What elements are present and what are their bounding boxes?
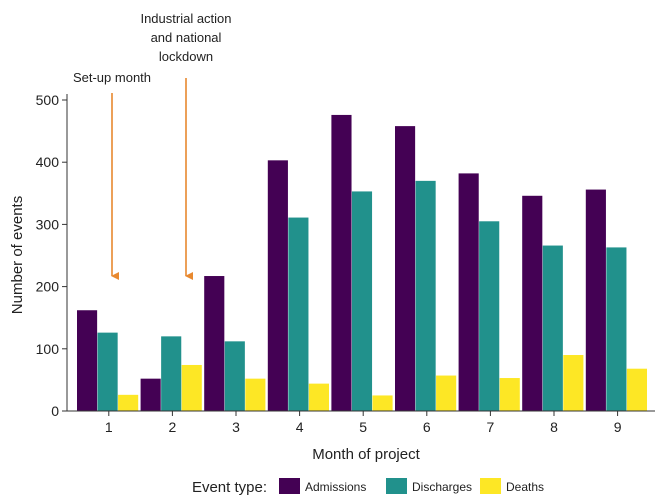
bar-deaths-month-7	[499, 378, 520, 411]
legend-swatch-deaths	[480, 478, 501, 494]
x-tick-label: 6	[423, 419, 431, 435]
x-axis-title: Month of project	[312, 446, 420, 463]
y-tick-label: 100	[36, 341, 60, 357]
bar-deaths-month-4	[308, 383, 329, 411]
legend-label-admissions: Admissions	[305, 480, 366, 494]
x-tick-label: 1	[105, 419, 113, 435]
bar-admissions-month-1	[77, 310, 98, 411]
y-tick-label: 0	[51, 403, 59, 419]
bar-deaths-month-3	[245, 378, 266, 411]
bar-admissions-month-2	[140, 378, 161, 411]
legend: Event type: Admissions Discharges Deaths	[192, 478, 544, 496]
x-tick-label: 8	[550, 419, 558, 435]
bar-discharges-month-4	[288, 217, 309, 411]
legend-label-deaths: Deaths	[506, 480, 544, 494]
y-tick-label: 500	[36, 92, 60, 108]
bar-admissions-month-6	[395, 126, 416, 412]
bar-discharges-month-3	[224, 341, 245, 411]
x-tick-label: 7	[487, 419, 495, 435]
x-tick-label: 5	[359, 419, 367, 435]
bar-admissions-month-9	[585, 189, 606, 411]
bar-deaths-month-6	[436, 375, 457, 411]
bars-layer	[77, 114, 647, 412]
y-tick-label: 400	[36, 154, 60, 170]
bar-admissions-month-5	[331, 114, 352, 412]
y-tick-label: 300	[36, 216, 60, 232]
bar-deaths-month-2	[181, 364, 202, 411]
y-axis-title: Number of events	[9, 196, 26, 314]
bar-deaths-month-5	[372, 395, 393, 411]
axes-layer: 0 100 200 300 400 500 1 2 3 4 5 6 7 8 9	[36, 92, 655, 435]
bar-deaths-month-1	[118, 394, 139, 411]
legend-title: Event type:	[192, 479, 267, 496]
bar-discharges-month-2	[161, 336, 182, 411]
bar-admissions-month-4	[267, 160, 288, 411]
bar-admissions-month-8	[522, 195, 543, 411]
bar-discharges-month-1	[97, 332, 118, 411]
annotations-layer: Set-up month Industrial action and nationa…	[73, 11, 232, 280]
bar-admissions-month-3	[204, 276, 225, 411]
legend-label-discharges: Discharges	[412, 480, 472, 494]
bar-discharges-month-9	[606, 247, 627, 411]
annotation-text: lockdown	[159, 49, 213, 64]
annotation-text: and national	[151, 30, 222, 45]
annotation-text: Industrial action	[140, 11, 231, 26]
x-tick-label: 3	[232, 419, 240, 435]
annotation-text: Set-up month	[73, 70, 151, 85]
x-tick-label: 4	[296, 419, 304, 435]
y-tick-label: 200	[36, 279, 60, 295]
bar-deaths-month-8	[563, 355, 584, 411]
bar-admissions-month-7	[458, 173, 479, 411]
bar-discharges-month-8	[542, 245, 563, 411]
legend-swatch-discharges	[386, 478, 407, 494]
bar-deaths-month-9	[626, 368, 647, 411]
bar-discharges-month-7	[479, 221, 500, 411]
x-tick-label: 9	[614, 419, 622, 435]
x-tick-label: 2	[169, 419, 177, 435]
bar-discharges-month-6	[415, 180, 436, 411]
bar-discharges-month-5	[351, 191, 373, 411]
legend-swatch-admissions	[279, 478, 300, 494]
